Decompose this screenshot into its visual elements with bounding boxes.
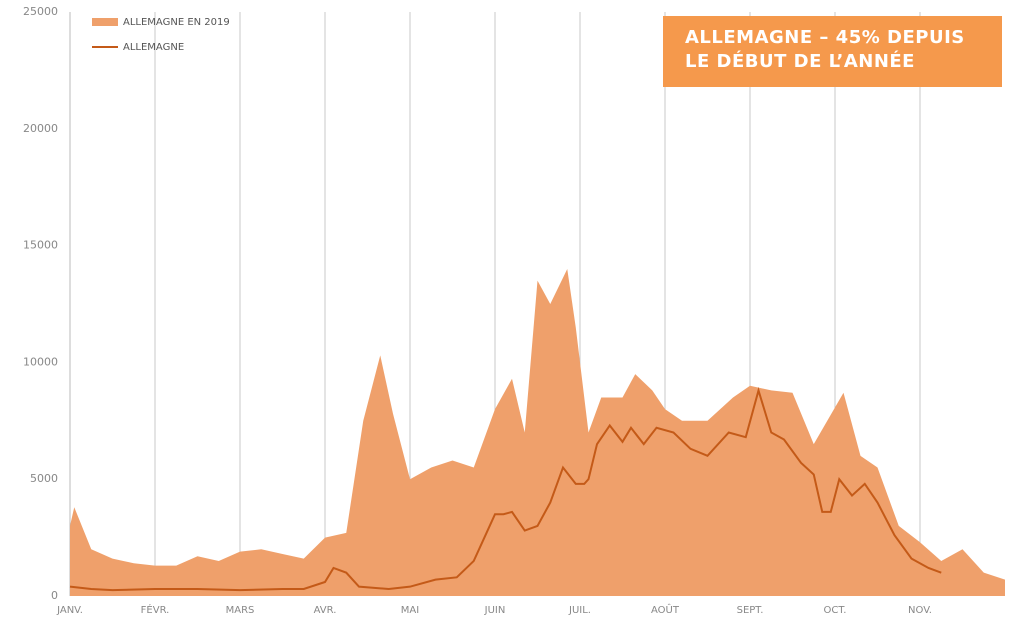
y-tick-label: 10000 bbox=[23, 355, 58, 368]
area bbox=[70, 268, 1005, 596]
x-tick-label: AOÛT bbox=[651, 603, 680, 616]
x-tick-label: OCT. bbox=[824, 605, 847, 616]
y-tick-label: 5000 bbox=[30, 472, 58, 485]
x-tick-label: JANV. bbox=[56, 605, 83, 616]
x-tick-label: NOV. bbox=[908, 605, 932, 616]
x-tick-label: SEPT. bbox=[737, 605, 764, 616]
x-tick-label: JUIN bbox=[484, 605, 506, 616]
x-tick-label: MAI bbox=[401, 605, 419, 616]
y-tick-label: 25000 bbox=[23, 5, 58, 18]
y-tick-label: 15000 bbox=[23, 239, 58, 252]
y-tick-label: 20000 bbox=[23, 122, 58, 135]
x-tick-label: AVR. bbox=[314, 605, 337, 616]
x-tick-label: FÉVR. bbox=[141, 603, 170, 616]
legend-label: ALLEMAGNE bbox=[123, 42, 184, 53]
x-tick-label: JUIL. bbox=[568, 605, 591, 616]
annotation: ALLEMAGNE – 45% DEPUIS LE DÉBUT DE L’ANN… bbox=[663, 16, 1002, 87]
legend-swatch bbox=[92, 18, 118, 26]
x-tick-label: MARS bbox=[226, 605, 255, 616]
legend-label: ALLEMAGNE EN 2019 bbox=[123, 17, 230, 28]
line bbox=[69, 386, 942, 592]
y-tick-label: 0 bbox=[51, 589, 58, 602]
